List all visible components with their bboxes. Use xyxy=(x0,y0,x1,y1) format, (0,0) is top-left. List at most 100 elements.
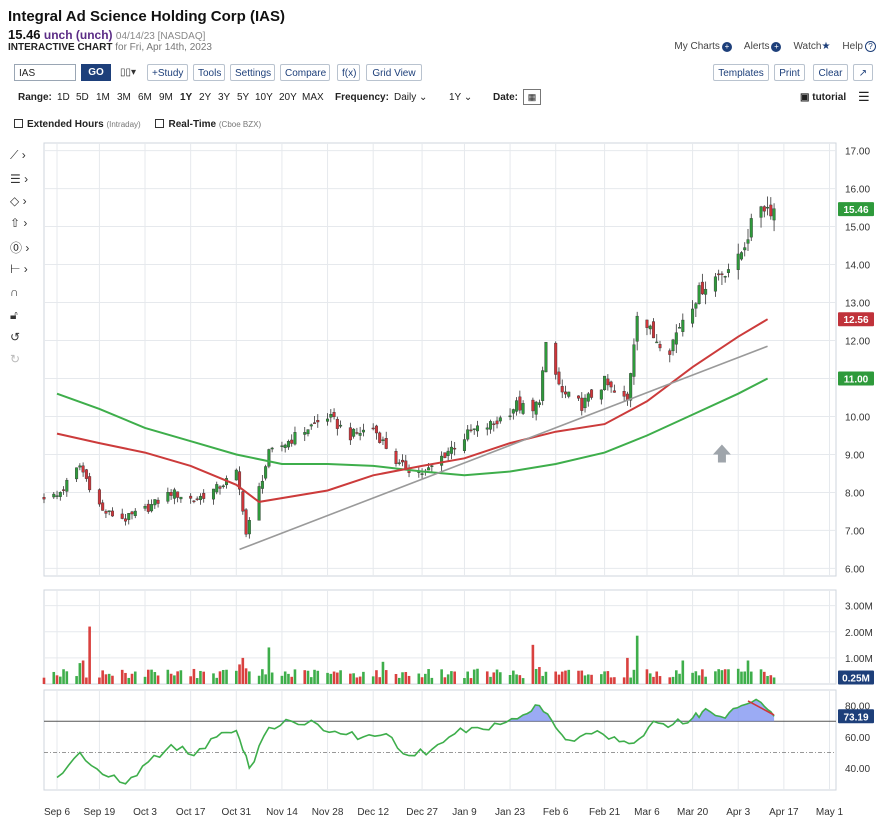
range-3y[interactable]: 3Y xyxy=(218,92,231,103)
volume-bar xyxy=(58,676,62,684)
volume-bar xyxy=(632,669,636,684)
annotation-tool[interactable]: ⓪ › xyxy=(10,239,40,255)
compare-button[interactable]: Compare xyxy=(280,64,330,81)
range-label: Range: xyxy=(18,92,52,103)
tools-button[interactable]: Tools xyxy=(193,64,225,81)
volume-bar xyxy=(723,669,727,684)
candle xyxy=(498,417,502,422)
templates-button[interactable]: Templates xyxy=(713,64,769,81)
volume-bar xyxy=(339,670,342,684)
volume-bar xyxy=(166,669,170,684)
last-stoch-badge-bg xyxy=(838,709,874,724)
candle xyxy=(384,438,388,449)
candle xyxy=(678,327,682,329)
volume-bar xyxy=(381,661,385,684)
fx-button[interactable]: f(x) xyxy=(337,64,360,81)
candle xyxy=(469,429,473,432)
range-1d[interactable]: 1D xyxy=(57,92,70,103)
undo-tool[interactable]: ↺ xyxy=(10,330,40,346)
extended-hours-option[interactable]: Extended Hours (Intraday) xyxy=(14,119,141,130)
range-1m[interactable]: 1M xyxy=(96,92,110,103)
grid-view-button[interactable]: Grid View xyxy=(366,64,422,81)
settings-button[interactable]: Settings xyxy=(230,64,275,81)
x-tick-label: Mar 6 xyxy=(634,807,660,818)
clear-button[interactable]: Clear xyxy=(813,64,848,81)
range-9m[interactable]: 9M xyxy=(159,92,173,103)
x-tick-label: Oct 3 xyxy=(133,807,157,818)
alerts-link[interactable]: Alerts + xyxy=(744,41,782,52)
volume-bar xyxy=(173,675,176,684)
period-select[interactable]: 1Y ⌄ xyxy=(449,92,472,103)
candle xyxy=(511,409,515,414)
range-20y[interactable]: 20Y xyxy=(279,92,297,103)
lock-tool[interactable]: 🔓︎ xyxy=(10,308,40,324)
candle xyxy=(378,432,382,443)
range-max[interactable]: MAX xyxy=(302,92,324,103)
volume-bar xyxy=(427,669,430,684)
line-tool[interactable]: ⟋ › xyxy=(10,148,40,164)
my-charts-link[interactable]: My Charts + xyxy=(674,41,732,52)
candle xyxy=(508,415,512,418)
menu-icon[interactable]: ☰ xyxy=(858,89,870,104)
redo-tool[interactable]: ↻ xyxy=(10,352,40,368)
volume-bar xyxy=(358,676,362,684)
candle xyxy=(590,389,594,398)
range-6m[interactable]: 6M xyxy=(138,92,152,103)
tutorial-link[interactable]: ▣ tutorial xyxy=(800,92,846,103)
candle xyxy=(769,204,773,217)
volume-bar xyxy=(62,669,65,684)
candle xyxy=(133,510,137,517)
arrow-tool[interactable]: ⇧ › xyxy=(10,216,40,232)
candle xyxy=(537,402,541,405)
volume-bar xyxy=(606,671,610,684)
fib-tool[interactable]: ☰ › xyxy=(10,172,40,188)
bar-type-dropdown[interactable]: ▯▯▾ xyxy=(114,64,142,81)
calendar-icon[interactable]: ▦ xyxy=(523,89,541,105)
top-links: My Charts + Alerts + Watch★ Help? xyxy=(674,41,876,52)
volume-bar xyxy=(629,677,632,684)
volume-bar xyxy=(518,675,522,684)
range-1y[interactable]: 1Y xyxy=(180,92,193,103)
volume-bar xyxy=(130,673,134,684)
watch-link[interactable]: Watch★ xyxy=(793,41,830,52)
volume-tick-label: 2.00M xyxy=(845,628,873,639)
candle xyxy=(446,450,450,456)
range-3m[interactable]: 3M xyxy=(117,92,131,103)
shape-tool[interactable]: ◇ › xyxy=(10,194,40,210)
candle xyxy=(247,520,251,535)
candle xyxy=(668,350,672,355)
range-5y[interactable]: 5Y xyxy=(237,92,250,103)
x-tick-label: Apr 3 xyxy=(726,807,750,818)
frequency-select[interactable]: Daily ⌄ xyxy=(394,92,427,103)
range-2y[interactable]: 2Y xyxy=(199,92,212,103)
real-time-option[interactable]: Real-Time (Cboe BZX) xyxy=(155,119,261,130)
symbol-input[interactable]: IAS xyxy=(14,64,76,81)
expand-button[interactable]: ↗ xyxy=(853,64,873,81)
magnet-tool[interactable]: ∩ xyxy=(10,285,40,301)
volume-bar xyxy=(541,675,544,684)
volume-bar xyxy=(133,671,137,684)
x-tick-label: Dec 12 xyxy=(357,807,389,818)
price-tick-label: 6.00 xyxy=(845,564,865,575)
volume-bar xyxy=(287,673,290,684)
study-button[interactable]: +Study xyxy=(147,64,188,81)
candle xyxy=(179,496,183,500)
volume-bar xyxy=(55,675,59,684)
volume-bar xyxy=(303,670,307,684)
measure-tool[interactable]: ⊢ › xyxy=(10,262,40,278)
range-5d[interactable]: 5D xyxy=(76,92,89,103)
candle xyxy=(766,206,770,209)
candle xyxy=(544,341,548,373)
x-tick-label: Jan 23 xyxy=(495,807,525,818)
volume-bar xyxy=(613,677,616,684)
date-label: Date: xyxy=(493,92,519,103)
volume-bar xyxy=(560,671,564,684)
chart-label: INTERACTIVE CHART xyxy=(8,42,113,53)
candle xyxy=(241,491,245,512)
print-button[interactable]: Print xyxy=(774,64,805,81)
go-button[interactable]: GO xyxy=(81,64,111,81)
range-10y[interactable]: 10Y xyxy=(255,92,273,103)
candle xyxy=(286,441,290,448)
help-link[interactable]: Help? xyxy=(842,41,876,52)
